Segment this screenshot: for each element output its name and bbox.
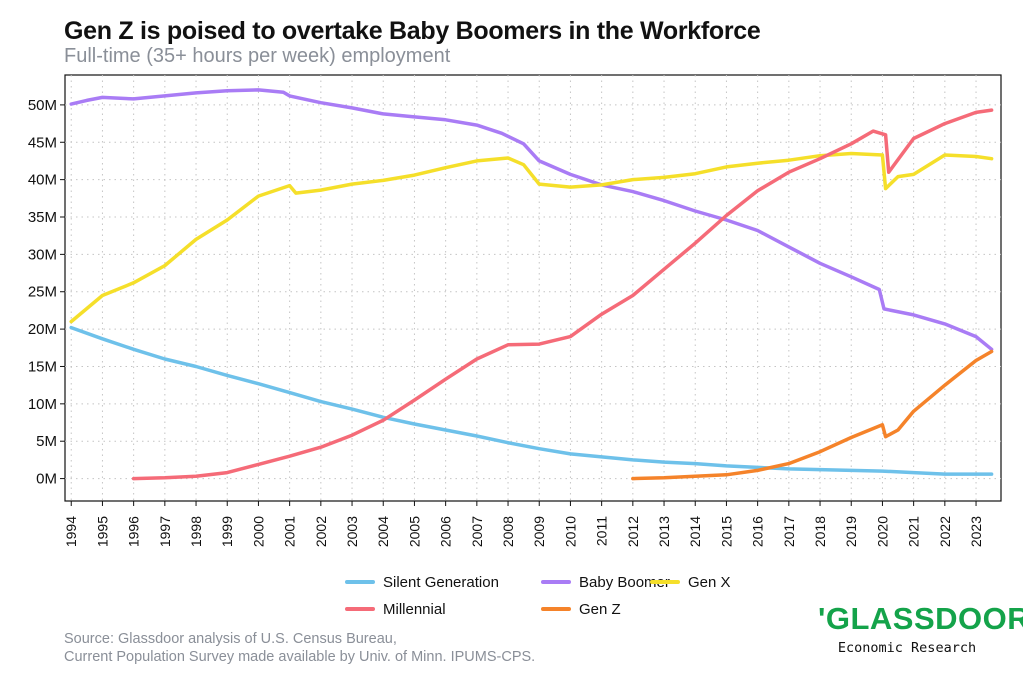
legend-label-millennial: Millennial bbox=[383, 601, 446, 618]
source-note: Source: Glassdoor analysis of U.S. Censu… bbox=[64, 630, 535, 666]
glassdoor-logo: 'GLASSDOOR' Economic Research bbox=[818, 601, 1023, 657]
series-line-millennial bbox=[131, 108, 994, 481]
x-tick-label: 2019 bbox=[843, 516, 859, 547]
source-line-1: Source: Glassdoor analysis of U.S. Censu… bbox=[64, 631, 397, 647]
x-tick-label: 2002 bbox=[313, 516, 329, 547]
y-tick-label: 25M bbox=[28, 284, 57, 301]
y-tick-label: 40M bbox=[28, 172, 57, 189]
y-tick-label: 20M bbox=[28, 321, 57, 338]
x-tick-label: 1998 bbox=[188, 516, 204, 547]
legend-label-gen-z: Gen Z bbox=[579, 601, 621, 618]
x-tick-label: 2018 bbox=[812, 516, 828, 547]
x-axis: 1994 1995 1996 1997 1998 1999 2000 2001 2002 2003… bbox=[63, 501, 984, 547]
series-line-baby-boomer bbox=[69, 88, 994, 352]
logo-subtitle: Economic Research bbox=[837, 640, 977, 656]
plot-frame bbox=[64, 74, 1002, 502]
series-line-gen-x bbox=[69, 151, 994, 324]
logo-wordmark: 'GLASSDOOR' bbox=[818, 601, 1023, 636]
x-tick-label: 2023 bbox=[968, 516, 984, 547]
x-tick-label: 2004 bbox=[375, 516, 391, 547]
x-tick-label: 2000 bbox=[250, 516, 266, 547]
x-tick-label: 2014 bbox=[687, 516, 703, 547]
x-tick-label: 2017 bbox=[781, 516, 797, 547]
legend-label-gen-x: Gen X bbox=[688, 574, 731, 591]
x-tick-label: 1995 bbox=[94, 516, 110, 547]
y-tick-label: 30M bbox=[28, 246, 57, 263]
x-tick-label: 1997 bbox=[157, 516, 173, 547]
x-tick-label: 2011 bbox=[594, 516, 610, 546]
legend: Silent Generation Baby Boomer Gen X Millenn… bbox=[345, 574, 731, 618]
x-tick-label: 2007 bbox=[469, 516, 485, 547]
y-tick-label: 50M bbox=[28, 97, 57, 114]
x-tick-label: 2001 bbox=[282, 516, 298, 547]
x-tick-label: 1996 bbox=[126, 516, 142, 547]
y-tick-label: 15M bbox=[28, 358, 57, 375]
legend-label-silent-generation: Silent Generation bbox=[383, 574, 499, 591]
x-tick-label: 2022 bbox=[937, 516, 953, 547]
x-tick-label: 2009 bbox=[531, 516, 547, 547]
x-tick-label: 2015 bbox=[718, 516, 734, 547]
series-line-silent-generation bbox=[69, 325, 994, 476]
y-axis: 0M 5M 10M 15M 20M 25M 30M 35M 40M 45M 50M bbox=[28, 97, 65, 488]
chart-title: Gen Z is poised to overtake Baby Boomers… bbox=[64, 17, 761, 45]
series-line-gen-z bbox=[631, 349, 994, 481]
legend-label-baby-boomer: Baby Boomer bbox=[579, 574, 670, 591]
grid bbox=[65, 75, 1001, 501]
y-tick-label: 35M bbox=[28, 209, 57, 226]
x-tick-label: 1994 bbox=[63, 516, 79, 547]
series-lines bbox=[69, 88, 994, 481]
y-tick-label: 10M bbox=[28, 396, 57, 413]
x-tick-label: 2006 bbox=[438, 516, 454, 547]
y-tick-label: 45M bbox=[28, 134, 57, 151]
y-tick-label: 0M bbox=[36, 471, 57, 488]
chart-subtitle: Full-time (35+ hours per week) employmen… bbox=[64, 45, 451, 67]
x-tick-label: 2013 bbox=[656, 516, 672, 547]
x-tick-label: 2003 bbox=[344, 516, 360, 547]
x-tick-label: 2016 bbox=[750, 516, 766, 547]
x-tick-label: 1999 bbox=[219, 516, 235, 547]
x-tick-label: 2008 bbox=[500, 516, 516, 547]
x-tick-label: 2005 bbox=[406, 516, 422, 547]
y-tick-label: 5M bbox=[36, 433, 57, 450]
x-tick-label: 2012 bbox=[625, 516, 641, 547]
x-tick-label: 2010 bbox=[562, 516, 578, 547]
x-tick-label: 2020 bbox=[874, 516, 890, 547]
x-tick-label: 2021 bbox=[906, 516, 922, 547]
source-line-2: Current Population Survey made available… bbox=[64, 649, 536, 665]
